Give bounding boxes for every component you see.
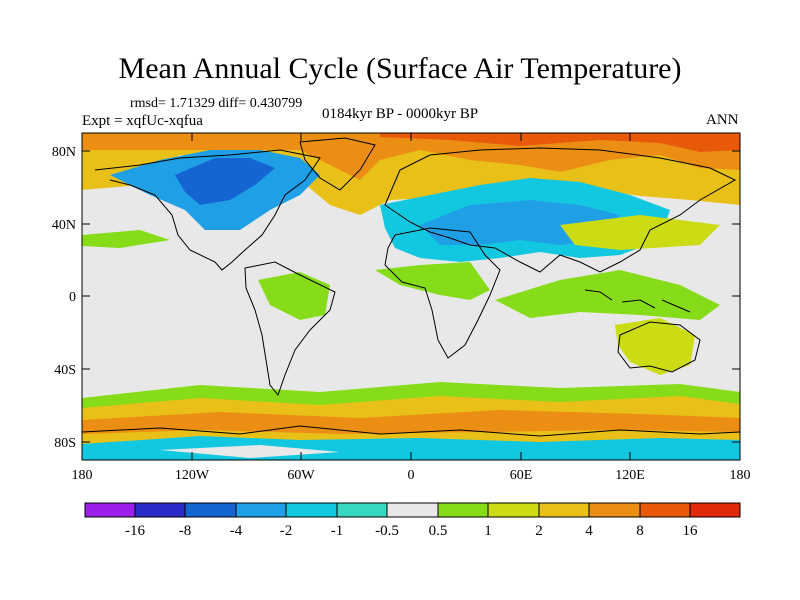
south-america-green bbox=[258, 272, 330, 320]
lon-label: 120W bbox=[175, 468, 210, 483]
colorbar-box bbox=[386, 502, 439, 518]
coastlines bbox=[82, 137, 740, 437]
colorbar-box bbox=[487, 502, 540, 518]
coastline-greenland bbox=[299, 137, 376, 191]
colorbar-box bbox=[285, 502, 338, 518]
colorbar-labels: -16 -8 -4 -2 -1 -0.5 0.5 1 2 4 8 16 bbox=[125, 523, 698, 539]
longitude-axis: 180 120W 60W 0 60E 120E 180 bbox=[72, 468, 751, 483]
colorbar-label: 1 bbox=[484, 523, 492, 539]
colorbar-box bbox=[689, 502, 741, 518]
africa-green bbox=[375, 262, 490, 300]
stats-text: rmsd= 1.71329 diff= 0.430799 bbox=[130, 96, 303, 111]
n-pacific-green bbox=[82, 230, 170, 248]
lon-label: 180 bbox=[72, 468, 93, 483]
coastline-eurasia bbox=[384, 147, 737, 273]
colorbar-label: -4 bbox=[230, 523, 243, 539]
colorbar-label: -8 bbox=[179, 523, 192, 539]
map-ticks bbox=[82, 133, 740, 460]
coastline-africa bbox=[384, 227, 501, 359]
lon-label: 180 bbox=[730, 468, 751, 483]
west-pacific-yellow bbox=[560, 215, 720, 250]
colorbar-box bbox=[588, 502, 641, 518]
colorbar-label: 4 bbox=[585, 523, 593, 539]
lat-label: 40S bbox=[54, 363, 76, 378]
colorbar-label: 2 bbox=[535, 523, 543, 539]
colorbar-box bbox=[538, 502, 590, 518]
colorbar-label: -1 bbox=[331, 523, 344, 539]
coastline-antarctica bbox=[82, 425, 740, 437]
lat-label: 80N bbox=[52, 145, 76, 160]
arctic-hot-core bbox=[380, 133, 740, 152]
coastline-australia bbox=[617, 321, 701, 373]
colorbar-box bbox=[184, 502, 237, 518]
southern-orange-band bbox=[82, 410, 740, 434]
colorbar-label: -0.5 bbox=[375, 523, 399, 539]
colorbar-box bbox=[336, 502, 388, 518]
lon-label: 0 bbox=[408, 468, 415, 483]
arctic-strong-warm bbox=[82, 133, 740, 180]
colorbar-label: -2 bbox=[280, 523, 293, 539]
colorbar-box bbox=[235, 502, 287, 518]
colorbar-label: 8 bbox=[636, 523, 644, 539]
lon-label: 60E bbox=[510, 468, 533, 483]
coastline-south-america bbox=[244, 261, 336, 397]
experiment-label: Expt = xqfUc-xqfua bbox=[82, 113, 203, 129]
australia-green bbox=[615, 318, 695, 375]
lat-label: 80S bbox=[54, 436, 76, 451]
colorbar-box bbox=[84, 502, 136, 518]
colorbar-box bbox=[134, 502, 186, 518]
coastline-north-america bbox=[94, 149, 321, 271]
lat-label: 40N bbox=[52, 218, 76, 233]
coastline-indonesia bbox=[584, 289, 691, 313]
colorbar bbox=[84, 502, 741, 518]
latitude-axis: 80N 40N 0 40S 80S bbox=[52, 145, 76, 451]
indian-ocean-green bbox=[495, 270, 720, 320]
colorbar-box bbox=[437, 502, 489, 518]
colorbar-label: 16 bbox=[683, 523, 699, 539]
colorbar-box bbox=[639, 502, 691, 518]
map-title: Mean Annual Cycle (Surface Air Temperatu… bbox=[118, 52, 682, 85]
lat-label: 0 bbox=[69, 290, 76, 305]
colorbar-label: 0.5 bbox=[429, 523, 448, 539]
na-cool-strong bbox=[175, 158, 275, 205]
period-label: 0184kyr BP - 0000kyr BP bbox=[322, 106, 479, 122]
lon-label: 60W bbox=[287, 468, 315, 483]
antarctic-white bbox=[160, 445, 340, 458]
lon-label: 120E bbox=[615, 468, 645, 483]
colorbar-label: -16 bbox=[125, 523, 145, 539]
season-label: ANN bbox=[706, 112, 739, 128]
